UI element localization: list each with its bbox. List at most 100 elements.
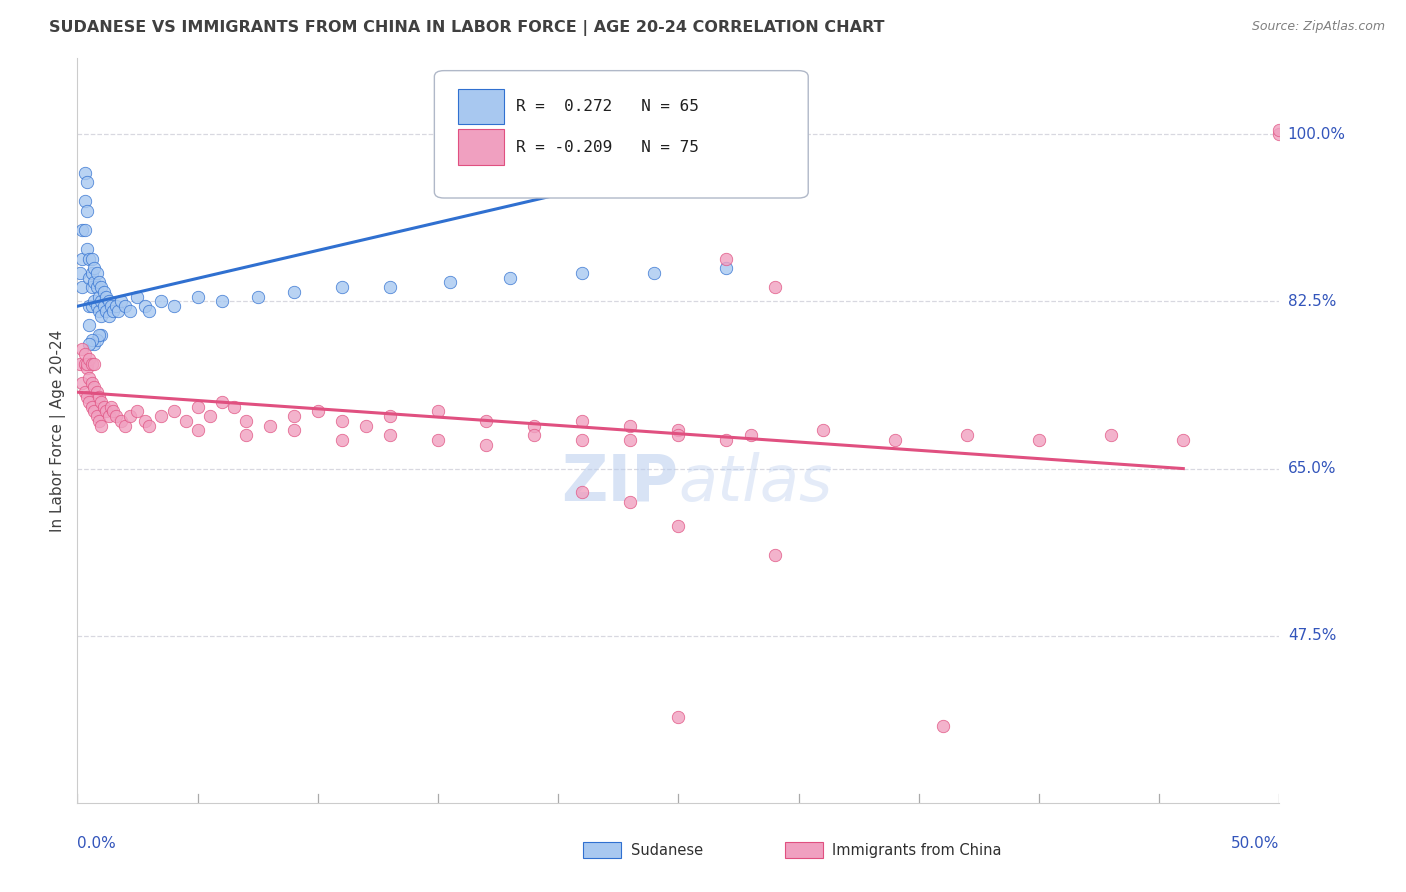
Point — [1268, 128, 1291, 142]
Point — [69, 266, 91, 280]
Point — [378, 428, 401, 442]
Point — [114, 418, 136, 433]
Point — [138, 418, 160, 433]
Point — [127, 290, 149, 304]
Point — [1268, 122, 1291, 136]
Point — [138, 304, 160, 318]
Point — [283, 285, 305, 299]
Bar — [458, 129, 505, 165]
Text: 82.5%: 82.5% — [1288, 294, 1336, 309]
FancyBboxPatch shape — [434, 70, 808, 198]
Point — [235, 428, 257, 442]
Point — [1028, 433, 1050, 447]
Point — [716, 433, 738, 447]
Point — [79, 337, 101, 351]
Point — [70, 223, 93, 237]
Point — [378, 280, 401, 294]
Point — [69, 357, 91, 371]
Point — [956, 428, 979, 442]
Point — [87, 414, 110, 428]
Point — [87, 304, 110, 318]
Point — [110, 414, 132, 428]
Point — [96, 404, 118, 418]
Point — [73, 357, 96, 371]
Point — [110, 294, 132, 309]
Point — [80, 400, 103, 414]
Point — [86, 266, 108, 280]
Point — [198, 409, 221, 423]
Point — [354, 418, 377, 433]
Point — [186, 290, 209, 304]
Text: ZIP: ZIP — [561, 451, 679, 514]
Point — [80, 280, 103, 294]
Point — [76, 361, 98, 376]
Point — [97, 409, 120, 423]
Point — [79, 351, 101, 366]
Point — [120, 304, 142, 318]
Point — [90, 309, 112, 323]
Point — [70, 280, 93, 294]
Point — [103, 404, 125, 418]
Point — [86, 299, 108, 313]
Point — [283, 409, 305, 423]
Point — [80, 266, 103, 280]
Point — [571, 266, 593, 280]
Point — [90, 327, 112, 342]
Point — [330, 433, 353, 447]
Point — [150, 294, 173, 309]
Point — [439, 276, 461, 290]
Point — [427, 404, 450, 418]
Point — [211, 394, 233, 409]
Text: 0.0%: 0.0% — [77, 837, 117, 851]
Point — [174, 414, 197, 428]
Point — [76, 242, 98, 256]
Text: Sudanese: Sudanese — [631, 843, 703, 857]
Point — [571, 433, 593, 447]
Point — [571, 414, 593, 428]
Point — [70, 376, 93, 390]
Point — [90, 280, 112, 294]
Point — [186, 400, 209, 414]
Point — [162, 299, 184, 313]
Point — [90, 418, 112, 433]
Point — [79, 299, 101, 313]
Point — [104, 299, 127, 313]
Point — [107, 304, 129, 318]
Point — [246, 290, 269, 304]
Point — [83, 276, 105, 290]
Point — [87, 276, 110, 290]
Point — [73, 194, 96, 209]
Point — [134, 299, 156, 313]
Point — [523, 428, 546, 442]
Point — [90, 294, 112, 309]
Point — [811, 424, 834, 438]
Bar — [458, 88, 505, 124]
Point — [127, 404, 149, 418]
Point — [73, 165, 96, 179]
Text: 50.0%: 50.0% — [1232, 837, 1279, 851]
Point — [619, 495, 641, 509]
Point — [162, 404, 184, 418]
Text: Immigrants from China: Immigrants from China — [832, 843, 1002, 857]
Point — [668, 710, 690, 724]
Point — [76, 357, 98, 371]
Point — [307, 404, 329, 418]
Point — [427, 433, 450, 447]
Point — [475, 414, 498, 428]
Point — [932, 719, 955, 733]
Point — [76, 175, 98, 189]
Point — [79, 394, 101, 409]
Point — [83, 261, 105, 276]
Point — [87, 390, 110, 404]
Point — [103, 304, 125, 318]
Point — [93, 285, 115, 299]
Text: 47.5%: 47.5% — [1288, 628, 1336, 643]
Point — [235, 414, 257, 428]
Point — [73, 347, 96, 361]
Point — [87, 290, 110, 304]
Point — [100, 400, 122, 414]
Point — [83, 357, 105, 371]
Point — [80, 299, 103, 313]
Point — [96, 304, 118, 318]
Point — [83, 380, 105, 394]
